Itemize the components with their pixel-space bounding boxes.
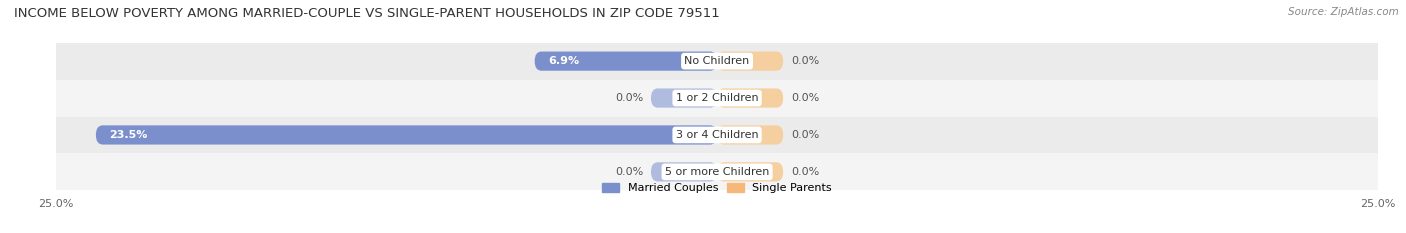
Text: 23.5%: 23.5%	[110, 130, 148, 140]
FancyBboxPatch shape	[96, 125, 717, 144]
Text: No Children: No Children	[685, 56, 749, 66]
Text: 0.0%: 0.0%	[792, 167, 820, 177]
Text: 1 or 2 Children: 1 or 2 Children	[676, 93, 758, 103]
FancyBboxPatch shape	[651, 89, 717, 108]
Bar	[56, 80, 1378, 116]
Text: 5 or more Children: 5 or more Children	[665, 167, 769, 177]
FancyBboxPatch shape	[717, 125, 783, 144]
Legend: Married Couples, Single Parents: Married Couples, Single Parents	[598, 178, 837, 197]
Text: Source: ZipAtlas.com: Source: ZipAtlas.com	[1288, 7, 1399, 17]
Text: 0.0%: 0.0%	[792, 93, 820, 103]
FancyBboxPatch shape	[534, 51, 717, 71]
FancyBboxPatch shape	[651, 162, 717, 182]
Text: 6.9%: 6.9%	[548, 56, 579, 66]
FancyBboxPatch shape	[717, 89, 783, 108]
Text: 3 or 4 Children: 3 or 4 Children	[676, 130, 758, 140]
Text: 0.0%: 0.0%	[792, 130, 820, 140]
FancyBboxPatch shape	[717, 162, 783, 182]
Text: INCOME BELOW POVERTY AMONG MARRIED-COUPLE VS SINGLE-PARENT HOUSEHOLDS IN ZIP COD: INCOME BELOW POVERTY AMONG MARRIED-COUPL…	[14, 7, 720, 20]
Bar	[56, 43, 1378, 80]
FancyBboxPatch shape	[717, 51, 783, 71]
Text: 0.0%: 0.0%	[792, 56, 820, 66]
Bar	[56, 153, 1378, 190]
Text: 0.0%: 0.0%	[614, 167, 643, 177]
Text: 0.0%: 0.0%	[614, 93, 643, 103]
Bar	[56, 116, 1378, 153]
